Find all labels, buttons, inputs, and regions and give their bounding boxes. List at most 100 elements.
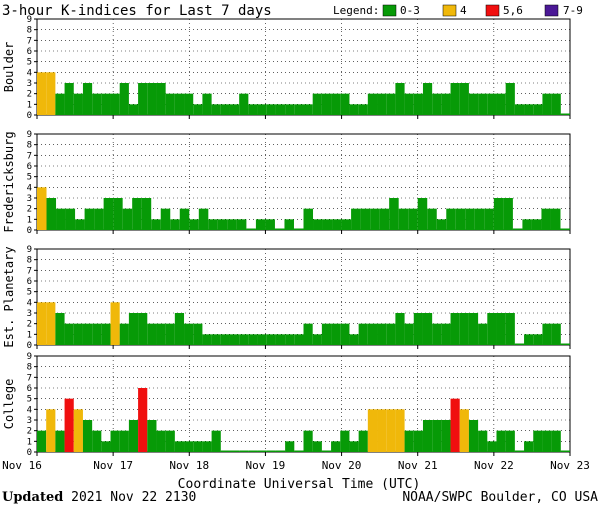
bar-est-planetary-45 (450, 313, 460, 345)
bar-boulder-56 (551, 93, 561, 115)
bar-est-planetary-25 (266, 334, 276, 345)
bar-boulder-33 (340, 93, 350, 115)
bar-fredericksburg-32 (341, 219, 352, 230)
bar-fredericksburg-46 (474, 208, 485, 230)
bar-college-4 (73, 409, 83, 452)
bar-boulder-5 (82, 83, 93, 115)
legend-swatch-4 (442, 4, 457, 17)
bar-boulder-54 (533, 104, 543, 115)
bar-boulder-47 (468, 93, 479, 115)
bar-boulder-20 (220, 104, 230, 115)
station-label: Boulder (2, 42, 16, 93)
bar-college-40 (404, 430, 414, 452)
bar-fredericksburg-48 (493, 198, 504, 230)
bar-college-10 (128, 420, 139, 452)
bar-boulder-52 (514, 104, 525, 115)
station-label: Est. Planetary (2, 246, 16, 347)
bar-boulder-55 (542, 93, 552, 115)
bar-boulder-4 (73, 93, 83, 115)
bar-est-planetary-36 (367, 323, 378, 345)
bar-boulder-22 (239, 93, 249, 115)
bar-boulder-44 (441, 93, 451, 115)
chart-title: 3-hour K-indices for Last 7 days (2, 3, 272, 19)
bar-fredericksburg-13 (160, 208, 171, 230)
bar-college-48 (478, 430, 488, 452)
bar-fredericksburg-54 (550, 208, 561, 230)
bar-est-planetary-44 (441, 323, 451, 345)
bar-est-planetary-47 (468, 313, 479, 345)
y-tick-label: 8 (27, 256, 32, 266)
bar-est-planetary-52 (514, 343, 525, 345)
bar-boulder-23 (248, 104, 258, 115)
bar-boulder-39 (395, 83, 405, 115)
x-tick-label: Nov 16 (2, 459, 42, 472)
y-tick-label: 9 (27, 130, 32, 140)
bar-college-6 (92, 430, 102, 452)
x-tick-label: Nov 21 (398, 459, 438, 472)
bar-est-planetary-51 (505, 313, 515, 345)
bar-college-1 (46, 409, 56, 452)
bar-boulder-38 (386, 93, 396, 115)
bar-boulder-24 (257, 104, 267, 115)
y-tick-label: 1 (27, 437, 32, 447)
bar-college-32 (331, 441, 341, 452)
bar-est-planetary-10 (128, 313, 139, 345)
bar-college-50 (496, 430, 506, 452)
bar-est-planetary-3 (64, 323, 74, 345)
bar-college-53 (524, 441, 534, 452)
legend-swatch-7-9 (544, 4, 559, 17)
bar-college-41 (413, 430, 423, 452)
bar-fredericksburg-5 (84, 208, 95, 230)
y-tick-label: 0 (27, 341, 32, 351)
bar-college-22 (239, 450, 249, 452)
bar-fredericksburg-27 (293, 228, 304, 230)
bar-est-planetary-42 (422, 313, 433, 345)
bar-est-planetary-24 (257, 334, 267, 345)
bar-est-planetary-21 (229, 334, 240, 345)
bar-boulder-46 (459, 83, 469, 115)
bar-est-planetary-38 (386, 323, 396, 345)
bar-college-5 (82, 420, 93, 452)
bar-boulder-0 (37, 72, 47, 115)
bar-est-planetary-19 (211, 334, 221, 345)
bar-est-planetary-13 (156, 323, 166, 345)
x-tick-label: Nov 19 (246, 459, 286, 472)
bar-boulder-32 (331, 93, 341, 115)
source-credit: NOAA/SWPC Boulder, CO USA (402, 490, 598, 505)
y-tick-label: 9 (27, 352, 32, 362)
y-tick-label: 3 (27, 309, 32, 319)
bar-est-planetary-41 (413, 313, 423, 345)
station-label: College (2, 379, 16, 430)
bar-boulder-16 (184, 93, 194, 115)
bar-boulder-17 (193, 104, 203, 115)
bar-boulder-2 (55, 93, 65, 115)
legend-item-4: 4 (442, 4, 467, 17)
x-tick-label: Nov 17 (93, 459, 133, 472)
bar-est-planetary-35 (358, 323, 368, 345)
y-tick-label: 2 (27, 427, 32, 437)
x-tick-label: Nov 23 (550, 459, 590, 472)
y-tick-label: 7 (27, 266, 32, 276)
updated-value: 2021 Nov 22 2130 (71, 490, 197, 505)
y-tick-label: 0 (27, 448, 32, 458)
bar-fredericksburg-50 (512, 228, 523, 230)
bar-boulder-3 (64, 83, 74, 115)
y-tick-label: 8 (27, 363, 32, 373)
bar-est-planetary-49 (487, 313, 497, 345)
bar-boulder-18 (202, 93, 212, 115)
bar-fredericksburg-26 (284, 219, 294, 230)
bar-boulder-11 (138, 83, 148, 115)
bar-college-3 (64, 398, 74, 452)
y-tick-label: 3 (27, 194, 32, 204)
bar-college-39 (395, 409, 405, 452)
bar-est-planetary-18 (202, 334, 212, 345)
bar-fredericksburg-45 (465, 208, 475, 230)
bar-fredericksburg-18 (208, 219, 218, 230)
bar-est-planetary-15 (174, 313, 185, 345)
bar-college-43 (432, 420, 442, 452)
bar-fredericksburg-51 (522, 219, 532, 230)
y-tick-label: 6 (27, 47, 32, 57)
bar-college-45 (450, 398, 460, 452)
bar-college-16 (184, 441, 194, 452)
